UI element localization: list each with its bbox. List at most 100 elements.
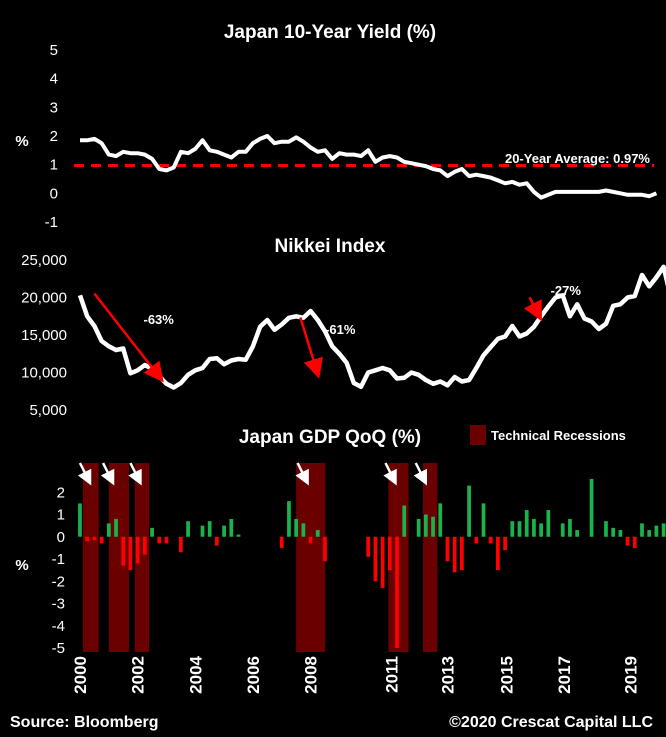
drawdown-arrow [523,296,542,322]
gdp-bar [186,521,190,537]
gdp-y-tick: 0 [57,529,65,546]
gdp-x-tick: 2002 [129,656,148,694]
gdp-x-tick: 2006 [244,656,263,694]
yield-chart: Japan 10-Year Yield (%) % 5 4 3 2 1 0 -1 20-Ye… [15,22,658,231]
yield-y-axis-label: % [15,133,28,150]
nikkei-y-tick: 25,000 [21,252,67,269]
gdp-x-ticks: 2000 2002 2004 2006 2008 2011 2013 2015 2017 2019 [71,655,641,693]
gdp-x-tick: 2000 [71,656,90,694]
gdp-bar [178,536,183,553]
gdp-bar [135,536,140,564]
gdp-bar [308,536,313,544]
gdp-bar [85,536,90,542]
gdp-bar [503,536,507,551]
nikkei-y-tick: 20,000 [21,290,67,307]
recession-legend-label: Technical Recessions [491,428,626,443]
gdp-bar [78,503,82,537]
gdp-bar [546,510,551,537]
gdp-y-tick: -5 [52,640,65,657]
gdp-y-tick: 1 [57,507,65,524]
yield-y-tick: 2 [50,128,58,145]
gdp-bar [229,518,234,537]
recession-arrows [77,462,427,486]
yield-average-label: 20-Year Average: 0.97% [505,151,650,166]
nikkei-chart-title: Nikkei Index [275,236,386,257]
gdp-bar [496,536,500,571]
gdp-bar [236,534,241,537]
gdp-bar [150,527,154,537]
recession-band [108,463,129,652]
nikkei-y-tick: 15,000 [21,327,67,344]
gdp-bar [279,536,284,548]
gdp-bar [114,518,118,537]
gdp-x-tick: 2017 [555,656,574,694]
gdp-bar [459,536,464,571]
nikkei-y-tick: 10,000 [21,365,67,382]
gdp-bar [661,523,666,537]
gdp-bar [647,530,652,537]
gdp-bar [445,536,450,562]
gdp-bar [315,530,320,537]
drawdown-label: -63% [144,312,175,327]
gdp-bar [560,523,565,537]
gdp-bar [287,501,291,537]
gdp-bar [294,518,299,537]
gdp-bar [366,536,371,557]
yield-y-tick: 5 [50,42,58,59]
gdp-bar [164,536,169,544]
gdp-bar [387,536,392,571]
gdp-x-tick: 2011 [382,656,401,693]
gdp-bar [142,536,147,555]
gdp-bar [488,536,493,544]
drawdown-label: -61% [325,322,356,337]
gdp-bar [539,523,544,537]
recession-band [422,463,438,652]
gdp-bar [395,536,399,648]
gdp-bar [373,536,378,582]
gdp-bar [568,518,572,537]
gdp-bar [625,536,630,546]
recession-pointer-arrow [295,462,309,486]
gdp-y-ticks: 2 1 0 -1 -2 -3 -4 -5 [52,484,65,657]
gdp-bar [423,514,428,537]
recession-band [134,463,150,652]
gdp-bar [604,521,608,537]
gdp-bar [517,521,522,537]
recession-pointer-arrow [383,462,397,486]
yield-y-tick: -1 [45,214,58,231]
gdp-bar [532,518,536,537]
gdp-bar [215,536,219,546]
gdp-bar [121,536,126,566]
drawdown-label: -27% [551,283,582,298]
gdp-x-tick: 2013 [439,656,458,694]
gdp-bar [524,510,529,537]
gdp-bar [452,536,457,573]
recession-band [82,463,99,652]
gdp-bar [222,525,226,537]
gdp-bar [618,530,623,537]
gdp-bar [157,536,162,544]
gdp-bar [632,536,637,548]
recession-legend-swatch [470,425,486,445]
gdp-y-axis-label: % [15,557,28,574]
gdp-y-tick: -4 [52,618,65,635]
gdp-y-tick: -3 [52,596,65,613]
gdp-chart: Japan GDP QoQ (%) Technical Recessions %… [15,425,666,694]
gdp-bar [474,536,479,544]
gdp-bar [301,523,306,537]
gdp-bar [92,536,97,541]
gdp-bar [640,523,644,537]
nikkei-y-ticks: 25,000 20,000 15,000 10,000 5,000 [21,252,67,419]
drawdown-arrow [299,317,323,379]
gdp-bar [402,505,407,537]
gdp-bar [99,536,104,544]
gdp-bar [106,523,111,537]
gdp-bar [438,503,443,537]
gdp-y-tick: -2 [52,573,65,590]
gdp-bar [128,536,133,571]
nikkei-series-line [77,264,666,390]
yield-chart-title: Japan 10-Year Yield (%) [224,22,436,43]
gdp-x-tick: 2015 [498,656,517,694]
nikkei-chart: Nikkei Index 25,000 20,000 15,000 10,000 5,0… [21,236,666,419]
